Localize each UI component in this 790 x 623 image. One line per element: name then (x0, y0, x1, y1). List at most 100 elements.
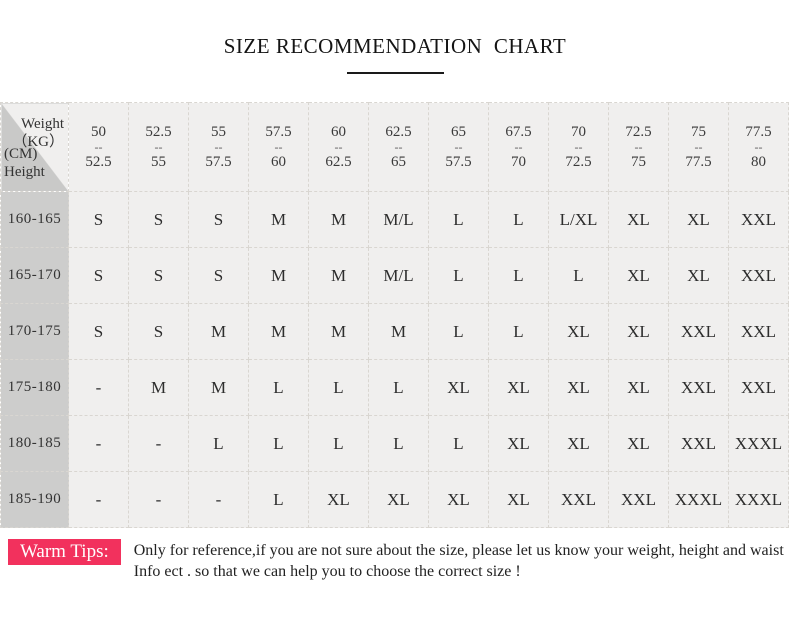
size-cell: XXL (728, 303, 789, 360)
weight-label-line2: （KG） (12, 134, 64, 150)
size-cell: M (248, 303, 309, 360)
height-row-label: 185-190 (0, 471, 69, 528)
size-cell: XL (608, 303, 669, 360)
size-cell: L (308, 415, 369, 472)
size-cell: XL (608, 359, 669, 416)
size-cell: XL (668, 191, 729, 248)
height-row-label: 165-170 (0, 247, 69, 304)
size-cell: S (188, 247, 249, 304)
size-cell: XXXL (668, 471, 729, 528)
size-cell: XL (608, 191, 669, 248)
size-cell: M (188, 359, 249, 416)
size-cell: L/XL (548, 191, 609, 248)
size-cell: XL (548, 415, 609, 472)
size-cell: - (128, 471, 189, 528)
size-cell: XL (308, 471, 369, 528)
size-cell: L (428, 191, 489, 248)
size-cell: XXL (668, 359, 729, 416)
size-cell: - (68, 359, 129, 416)
height-label-line2: Height (4, 164, 45, 180)
warm-tips-text: Only for reference,if you are not sure a… (133, 542, 784, 580)
size-cell: XXL (728, 191, 789, 248)
height-row-label: 170-175 (0, 303, 69, 360)
size-cell: M/L (368, 191, 429, 248)
size-chart-page: SIZE RECOMMENDATION CHART Weight （KG） (C… (0, 34, 790, 623)
size-cell: - (68, 471, 129, 528)
size-cell: L (428, 415, 489, 472)
table-row: 175-180- M M L L L XL XL XL XL XXL XXL (0, 359, 789, 416)
table-row: 160-165 S S S M M M/L L L L/XL XL XL XXL (0, 191, 789, 248)
size-cell: - (188, 471, 249, 528)
size-cell: XL (548, 359, 609, 416)
size-cell: L (368, 359, 429, 416)
size-cell: L (308, 359, 369, 416)
size-cell: XXL (668, 303, 729, 360)
size-cell: XL (428, 359, 489, 416)
warm-tips-badge: Warm Tips: (8, 539, 121, 565)
size-cell: S (188, 191, 249, 248)
size-cell: XL (428, 471, 489, 528)
size-cell: M (248, 191, 309, 248)
size-cell: S (128, 247, 189, 304)
table-row: 185-190- - - L XL XL XL XL XXL XXL XXXL XXXL (0, 471, 789, 528)
table-row: 165-170 S S S M M M/L L L L XL XL XXL (0, 247, 789, 304)
size-cell: L (488, 247, 549, 304)
height-row-label: 160-165 (0, 191, 69, 248)
size-recommendation-table: Weight （KG） (CM) Height 50 -- 52.5 52.5 -- 55… (0, 102, 789, 528)
size-cell: L (188, 415, 249, 472)
weight-column-header: 70 -- 72.5 (548, 102, 609, 192)
size-cell: M/L (368, 247, 429, 304)
title-underline (346, 72, 444, 74)
size-cell: XL (488, 359, 549, 416)
weight-column-header: 72.5 -- 75 (608, 102, 669, 192)
weight-column-header: 67.5 -- 70 (488, 102, 549, 192)
size-cell: XL (368, 471, 429, 528)
size-cell: XXXL (728, 471, 789, 528)
size-cell: M (128, 359, 189, 416)
size-cell: L (548, 247, 609, 304)
corner-cell: Weight （KG） (CM) Height (0, 102, 69, 192)
size-cell: - (68, 415, 129, 472)
height-row-label: 175-180 (0, 359, 69, 416)
size-cell: L (368, 415, 429, 472)
weight-column-header: 65 -- 57.5 (428, 102, 489, 192)
weight-column-header: 62.5 -- 65 (368, 102, 429, 192)
height-label-line1: (CM) (4, 146, 38, 162)
table-body: 160-165 S S S M M M/L L L L/XL XL XL XXL 165-170 S S S M M… (0, 191, 789, 528)
table-row: 170-175 S S M M M M L L XL XL XXL XXL (0, 303, 789, 360)
size-cell: L (248, 471, 309, 528)
weight-label-line1: Weight (21, 116, 64, 132)
size-cell: XXL (548, 471, 609, 528)
size-cell: XXL (728, 247, 789, 304)
size-cell: XXL (728, 359, 789, 416)
corner-weight-label: Weight （KG） (12, 115, 64, 151)
size-cell: M (308, 191, 369, 248)
size-cell: XXL (668, 415, 729, 472)
weight-column-header: 60 -- 62.5 (308, 102, 369, 192)
size-cell: - (128, 415, 189, 472)
size-cell: L (428, 303, 489, 360)
size-cell: M (188, 303, 249, 360)
warm-tips-section: Warm Tips: Only for reference,if you are… (0, 539, 790, 582)
size-cell: M (308, 303, 369, 360)
size-cell: L (248, 415, 309, 472)
page-title: SIZE RECOMMENDATION CHART (223, 34, 567, 58)
height-row-label: 180-185 (0, 415, 69, 472)
size-cell: XL (668, 247, 729, 304)
weight-column-header: 50 -- 52.5 (68, 102, 129, 192)
size-cell: M (368, 303, 429, 360)
size-cell: S (68, 303, 129, 360)
size-cell: L (428, 247, 489, 304)
size-cell: XXL (608, 471, 669, 528)
size-cell: S (68, 247, 129, 304)
weight-column-header: 57.5 -- 60 (248, 102, 309, 192)
size-cell: XL (548, 303, 609, 360)
weight-column-header: 77.5 -- 80 (728, 102, 789, 192)
weight-column-header: 52.5 -- 55 (128, 102, 189, 192)
size-cell: S (128, 191, 189, 248)
table-header-row: Weight （KG） (CM) Height 50 -- 52.5 52.5 -- 55… (0, 102, 789, 192)
weight-column-header: 75 -- 77.5 (668, 102, 729, 192)
size-cell: L (248, 359, 309, 416)
size-cell: M (248, 247, 309, 304)
size-cell: XL (488, 415, 549, 472)
